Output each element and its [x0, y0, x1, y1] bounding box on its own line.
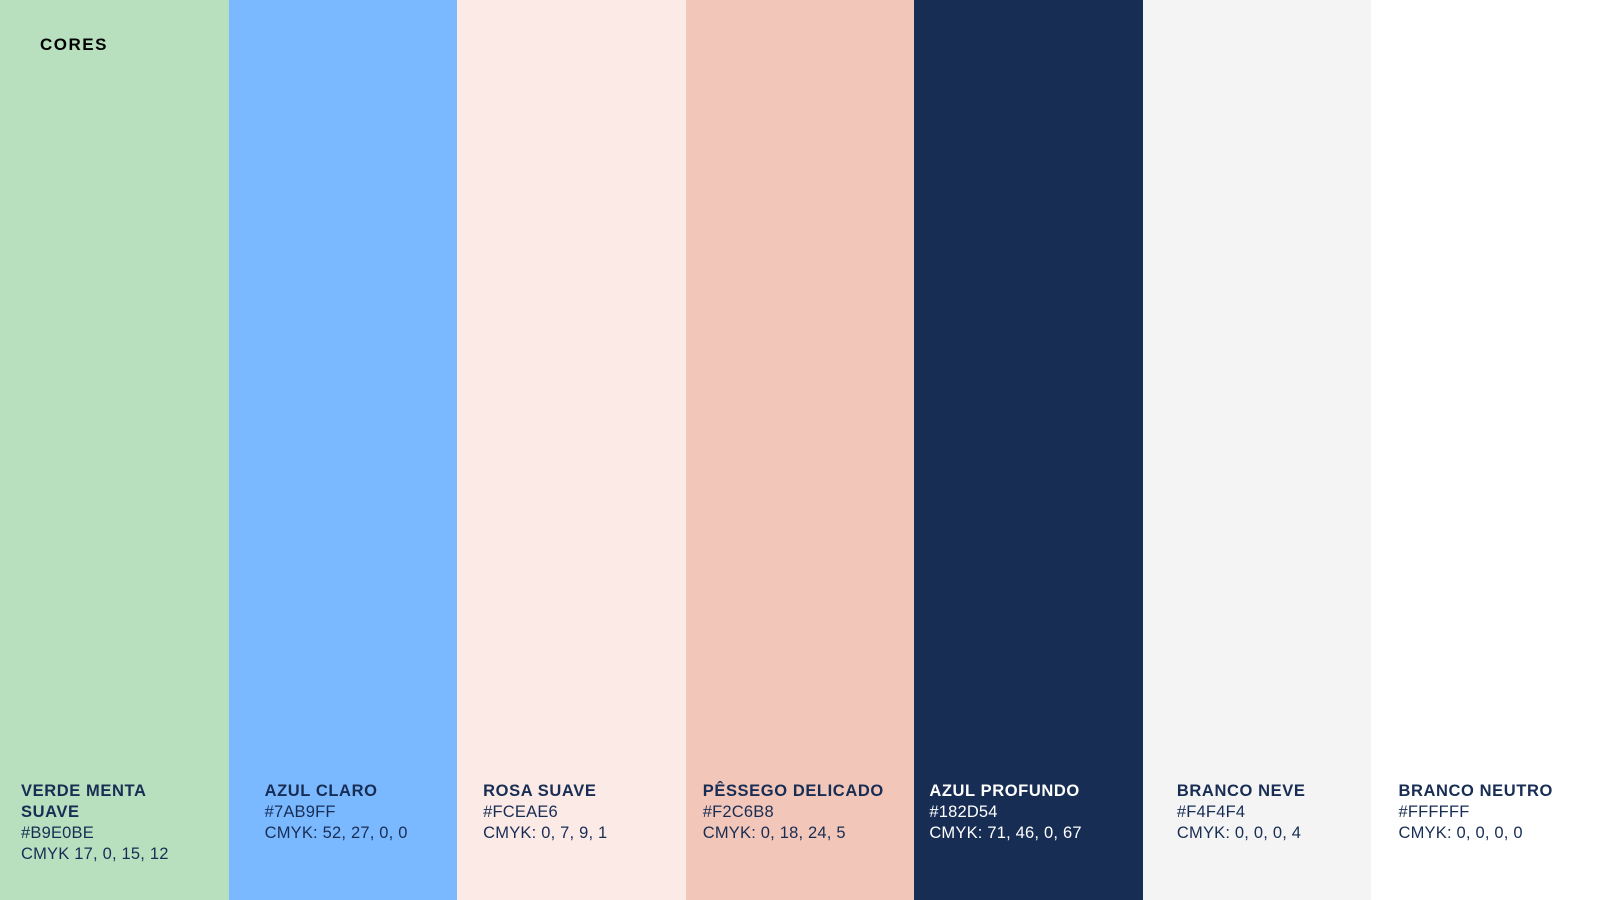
swatch-name: BRANCO NEVE — [1176, 782, 1306, 800]
swatch-cmyk-values: CMYK: 0, 0, 0, 4 — [1176, 824, 1302, 842]
swatch-label: VERDE MENTA SUAVE #B9E0BE CMYK 17, 0, 15… — [21, 781, 171, 865]
swatch-hex-code: #F2C6B8 — [702, 803, 774, 821]
swatch-label: PÊSSEGO DELICADO #F2C6B8 CMYK: 0, 18, 24… — [703, 781, 908, 844]
swatch-cmyk-values: CMYK: 52, 27, 0, 0 — [264, 824, 408, 842]
swatch-hex-code: #FFFFFF — [1398, 803, 1470, 821]
swatch-cmyk-values: CMYK: 0, 0, 0, 0 — [1398, 824, 1523, 842]
swatch-verde-menta-suave: VERDE MENTA SUAVE #B9E0BE CMYK 17, 0, 15… — [0, 0, 229, 900]
swatch-hex-code: #7AB9FF — [264, 803, 336, 821]
swatch-pessego-delicado: PÊSSEGO DELICADO #F2C6B8 CMYK: 0, 18, 24… — [685, 0, 915, 900]
swatch-label: BRANCO NEUTRO #FFFFFF CMYK: 0, 0, 0, 0 — [1398, 781, 1600, 844]
swatch-name: ROSA SUAVE — [483, 782, 597, 800]
swatch-cmyk-values: CMYK 17, 0, 15, 12 — [21, 845, 169, 863]
swatch-hex-code: #B9E0BE — [21, 824, 94, 842]
swatch-label: ROSA SUAVE #FCEAE6 CMYK: 0, 7, 9, 1 — [483, 781, 688, 844]
swatch-name: PÊSSEGO DELICADO — [702, 782, 884, 800]
swatch-hex-code: #FCEAE6 — [483, 803, 558, 821]
swatch-label: AZUL PROFUNDO #182D54 CMYK: 71, 46, 0, 6… — [929, 781, 1134, 844]
swatch-name: AZUL CLARO — [264, 782, 378, 800]
swatch-rosa-suave: ROSA SUAVE #FCEAE6 CMYK: 0, 7, 9, 1 — [457, 0, 686, 900]
swatch-hex-code: #F4F4F4 — [1176, 803, 1246, 821]
swatch-branco-neutro: BRANCO NEUTRO #FFFFFF CMYK: 0, 0, 0, 0 — [1371, 0, 1600, 900]
swatch-cmyk-values: CMYK: 0, 7, 9, 1 — [483, 824, 608, 842]
swatch-azul-claro: AZUL CLARO #7AB9FF CMYK: 52, 27, 0, 0 — [228, 0, 458, 900]
page-title: CORES — [40, 35, 108, 54]
swatch-label: BRANCO NEVE #F4F4F4 CMYK: 0, 0, 0, 4 — [1177, 781, 1382, 844]
swatch-branco-neve: BRANCO NEVE #F4F4F4 CMYK: 0, 0, 0, 4 — [1142, 0, 1372, 900]
swatch-name: BRANCO NEUTRO — [1398, 782, 1553, 800]
swatch-hex-code: #182D54 — [929, 803, 998, 821]
swatch-cmyk-values: CMYK: 0, 18, 24, 5 — [702, 824, 846, 842]
swatch-cmyk-values: CMYK: 71, 46, 0, 67 — [929, 824, 1082, 842]
swatch-name: AZUL PROFUNDO — [929, 782, 1080, 800]
swatch-name: VERDE MENTA SUAVE — [21, 782, 146, 821]
swatch-label: AZUL CLARO #7AB9FF CMYK: 52, 27, 0, 0 — [265, 781, 470, 844]
swatch-azul-profundo: AZUL PROFUNDO #182D54 CMYK: 71, 46, 0, 6… — [914, 0, 1143, 900]
